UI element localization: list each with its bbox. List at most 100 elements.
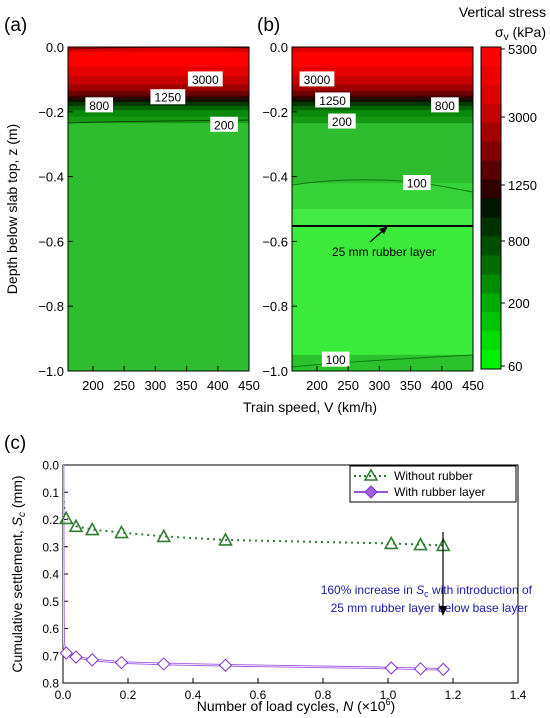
colorbar-segment [481,217,501,237]
settlement-xlabel: Number of load cycles, N (×106) [197,697,395,714]
x-tick-label: 0.2 [120,688,137,702]
contour-xlabel: Train speed, V (km/h) [243,399,377,415]
x-tick-label: 400 [431,378,453,393]
data-point-with-rubber [69,650,83,664]
stress-band [292,105,473,111]
legend-diamond-marker [364,485,378,499]
contour-label-box [328,113,356,129]
colorbar-tick-label: 200 [508,296,530,311]
colorbar-segment [481,331,501,351]
data-point-with-rubber [218,658,233,672]
contour-label-box [299,71,335,87]
contour-label-box [403,175,431,191]
contour-label: 3000 [304,73,331,87]
stress-band [292,354,473,371]
data-point-with-rubber [384,661,398,675]
colorbar-segment [481,274,501,294]
colorbar: 5300 3000 1250 800 200 60 [480,42,537,374]
y-tick-label: −0.2 [262,105,288,120]
stress-band [292,183,473,210]
x-tick-label: 250 [337,378,359,393]
y-tick-label: 0.1 [42,486,59,500]
panel-label-c: (c) [4,433,26,454]
colorbar-segment [481,179,501,200]
stress-band [68,84,249,92]
y-tick-label: −0.4 [262,170,288,185]
panel-label-a: (a) [4,15,27,36]
colorbar-segment [481,122,501,143]
colorbar-segment [481,84,501,105]
y-tick-label: 0.3 [42,540,59,554]
data-point-with-rubber [413,662,428,676]
contour-label-box [431,97,459,113]
contour-panel-a: 3000 1250 800 200 200 250 300 350 400 450 0.0 −0.2… [38,40,260,393]
rubber-layer-label: 25 mm rubber layer [332,245,436,259]
x-tick-label: 300 [145,378,167,393]
stress-band [68,66,249,77]
contour-label-box [150,89,186,105]
contour-label-box [85,97,114,113]
legend-label-with: With rubber layer [394,485,485,499]
stress-band [292,209,473,226]
colorbar-tick-label: 60 [508,359,522,374]
colorbar-segment [481,103,501,124]
colorbar-segment [481,350,501,370]
y-tick-label: −1.0 [262,364,288,379]
y-tick-label: −0.6 [38,234,64,249]
y-tick-label: 0.2 [42,513,59,527]
contour-label: 1250 [155,91,182,105]
contour-label: 800 [89,99,109,113]
series-line-without-rubber [63,465,444,547]
series-line-with-rubber-highlight [63,465,444,670]
data-point-without-rubber [413,536,428,551]
contour-label-box [210,116,238,132]
data-point-without-rubber [383,535,399,550]
contour-label: 200 [332,115,352,129]
settlement-annotation-line2: 25 mm rubber layer below base layer [331,601,528,615]
y-tick-label: −0.2 [38,105,64,120]
y-tick-label: 0.8 [42,677,59,691]
contour-label: 800 [435,99,455,113]
settlement-arrow-head-bottom [439,606,447,616]
data-point-with-rubber [114,655,129,670]
x-tick-label: 200 [82,378,104,393]
data-point-without-rubber [84,521,100,536]
data-point-with-rubber [59,646,73,660]
colorbar-segment [481,65,501,86]
stress-band [292,51,473,68]
x-tick-label: 1.2 [445,688,462,702]
contour-ylabel: Depth below slab top, z (m) [4,124,20,294]
settlement-ylabel: Cumulative settlement, Sc (mm) [9,475,28,672]
data-point-with-rubber [85,653,99,667]
stress-band [68,123,249,371]
colorbar-segment [481,198,501,218]
x-tick-label: 0.4 [185,688,202,702]
colorbar-segment [481,160,501,181]
x-tick-label: 350 [176,378,198,393]
stress-band [68,51,249,68]
y-tick-label: −0.8 [262,299,288,314]
contour-panel-b: 3000 1250 800 200 100 100 200 250 300 350 400 450 0… [262,40,484,393]
x-tick-label: 450 [462,378,484,393]
data-point-with-rubber [436,662,450,677]
stress-band [292,98,473,103]
stress-band [292,47,473,53]
stress-band [68,102,249,107]
y-tick-label: 0.4 [42,568,59,582]
stress-band [68,47,249,53]
y-tick-label: 0.0 [46,40,64,55]
stress-band [292,116,473,124]
stress-band [292,95,473,100]
contour-label: 100 [326,353,346,367]
contour-label-box [321,351,350,367]
data-point-without-rubber [68,518,84,533]
colorbar-segment [481,141,501,162]
stress-band [292,110,473,118]
panel-label-b: (b) [257,15,280,36]
colorbar-segment [481,293,501,313]
stress-band [292,225,473,356]
stress-band [68,116,249,124]
colorbar-title: Vertical stress [459,4,546,20]
y-tick-label: −1.0 [38,364,64,379]
